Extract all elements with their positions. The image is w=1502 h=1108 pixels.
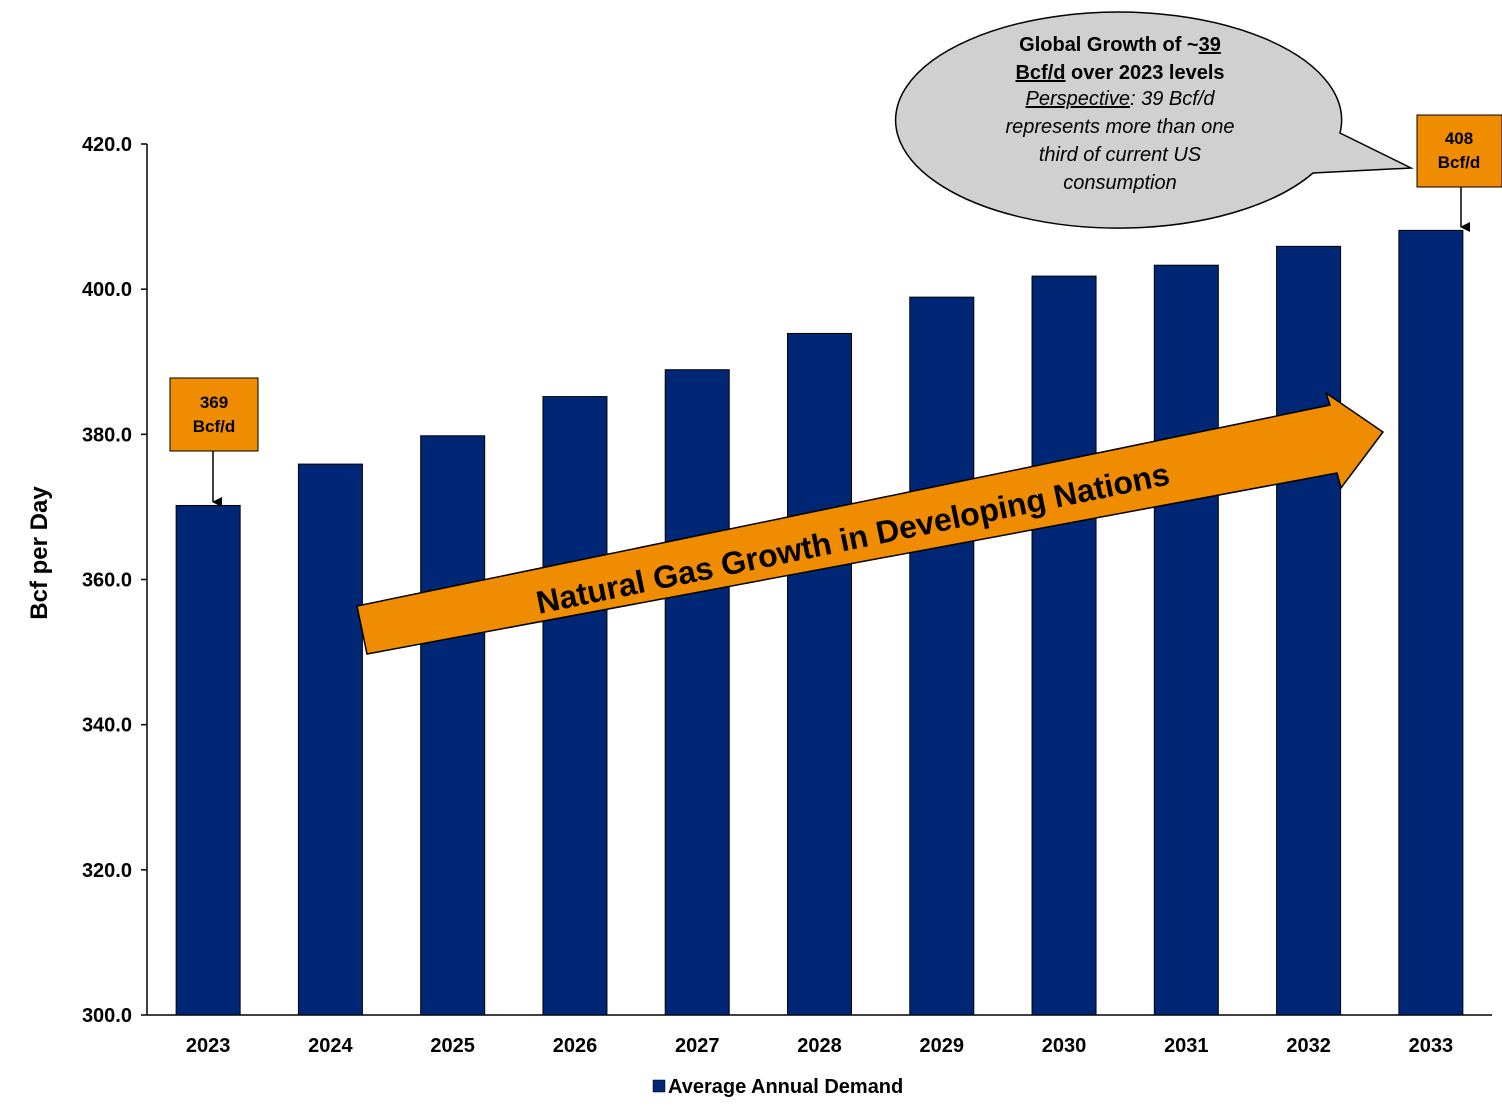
callout-line-2b: over 2023 levels [1065, 62, 1224, 84]
x-tick-label: 2031 [1164, 1035, 1209, 1057]
x-tick-label: 2025 [430, 1035, 475, 1057]
end-label-unit: Bcf/d [1438, 153, 1481, 172]
callout-line-1: Global Growth of ~39 [1019, 34, 1221, 56]
x-tick-label: 2023 [186, 1035, 231, 1057]
growth-callout: Global Growth of ~39 Bcf/d over 2023 lev… [894, 11, 1414, 229]
y-tick-label: 360.0 [82, 570, 132, 592]
callout-line-1a: Global Growth of ~ [1019, 34, 1198, 56]
callout-line-1b: 39 [1199, 34, 1221, 56]
bar-2025 [420, 435, 486, 1016]
bar-2033 [1398, 229, 1464, 1016]
bar-2024 [297, 463, 363, 1016]
y-ticks: 420.0 400.0 380.0 360.0 340.0 320.0 300.0 [82, 134, 147, 1027]
callout-line-3: Perspective: 39 Bcf/d [1026, 88, 1216, 110]
y-tick-label: 400.0 [82, 279, 132, 301]
x-tick-label: 2027 [675, 1035, 720, 1057]
bar-2028 [787, 332, 852, 1016]
callout-line-3b: : 39 Bcf/d [1130, 88, 1215, 110]
x-tick-label: 2033 [1409, 1035, 1454, 1057]
callout-bubble [894, 11, 1414, 229]
callout-line-6: consumption [1063, 172, 1176, 194]
x-tick-label: 2030 [1042, 1035, 1087, 1057]
bar-2032 [1276, 245, 1342, 1016]
y-tick-label: 420.0 [82, 134, 132, 156]
start-label-unit: Bcf/d [193, 417, 236, 436]
y-tick-label: 320.0 [82, 860, 132, 882]
x-tick-label: 2032 [1286, 1035, 1331, 1057]
bar-2023 [175, 504, 241, 1016]
bars [175, 229, 1464, 1016]
y-tick-label: 340.0 [82, 715, 132, 737]
y-axis-title: Bcf per Day [26, 486, 53, 620]
callout-line-4: represents more than one [1005, 116, 1234, 138]
start-label-value: 369 [200, 393, 228, 412]
callout-line-5: third of current US [1039, 144, 1202, 166]
start-label-box [169, 377, 259, 452]
callout-line-2a: Bcf/d [1015, 62, 1065, 84]
end-label-box [1416, 114, 1502, 188]
end-value-label: 408 Bcf/d [1416, 114, 1502, 232]
bar-2031 [1153, 264, 1219, 1016]
growth-arrow: Natural Gas Growth in Developing Nations [356, 391, 1385, 655]
x-tick-label: 2028 [797, 1035, 842, 1057]
growth-arrow-shape [356, 391, 1385, 655]
callout-line-2: Bcf/d over 2023 levels [1015, 62, 1224, 84]
start-value-label: 369 Bcf/d [169, 377, 259, 507]
y-tick-label: 300.0 [82, 1005, 132, 1027]
x-tick-label: 2029 [920, 1035, 965, 1057]
legend-swatch [652, 1079, 666, 1093]
bar-2026 [542, 396, 608, 1016]
callout-line-3a: Perspective [1026, 88, 1131, 110]
bar-2029 [909, 296, 975, 1016]
x-tick-label: 2024 [308, 1035, 353, 1057]
legend: Average Annual Demand [652, 1076, 903, 1098]
bar-2030 [1031, 275, 1097, 1016]
legend-label: Average Annual Demand [668, 1076, 903, 1098]
y-tick-label: 380.0 [82, 424, 132, 446]
x-tick-labels: 2023 2024 2025 2026 2027 2028 2029 2030 2031 2032… [186, 1035, 1453, 1057]
x-tick-label: 2026 [553, 1035, 598, 1057]
end-label-value: 408 [1445, 129, 1473, 148]
bar-2027 [664, 369, 730, 1016]
